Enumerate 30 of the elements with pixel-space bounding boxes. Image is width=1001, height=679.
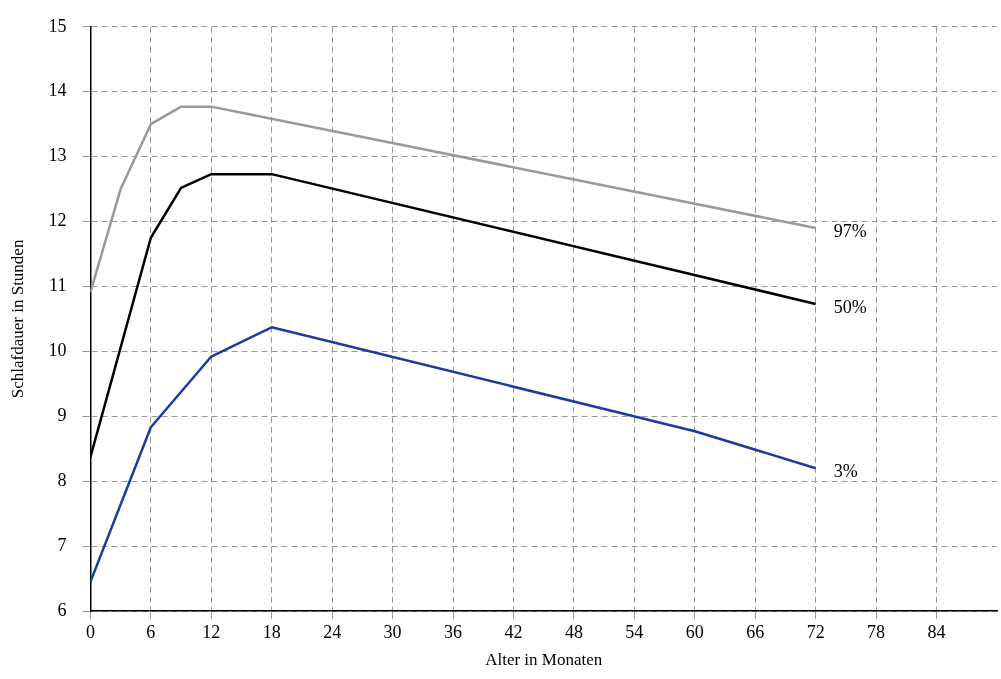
y-tick-label: 6 — [57, 599, 67, 620]
x-tick-label: 30 — [383, 621, 402, 642]
y-tick-label: 11 — [49, 275, 67, 296]
y-tick-label: 7 — [57, 534, 67, 555]
x-tick-label: 0 — [85, 621, 95, 642]
y-tick-label: 14 — [48, 80, 67, 101]
x-tick-label: 72 — [806, 621, 825, 642]
x-tick-label: 18 — [262, 621, 281, 642]
y-tick-label: 12 — [48, 210, 67, 231]
x-tick-label: 42 — [504, 621, 523, 642]
x-tick-label: 78 — [867, 621, 886, 642]
series-label: 50% — [833, 296, 867, 317]
x-tick-label: 48 — [564, 621, 583, 642]
x-tick-label: 6 — [146, 621, 156, 642]
x-tick-label: 84 — [927, 621, 946, 642]
y-tick-label: 13 — [48, 145, 67, 166]
y-tick-label: 10 — [48, 340, 67, 361]
series-label: 97% — [833, 220, 867, 241]
x-tick-label: 24 — [323, 621, 342, 642]
x-tick-label: 60 — [685, 621, 704, 642]
x-tick-label: 54 — [625, 621, 644, 642]
y-tick-label: 8 — [57, 469, 67, 490]
y-tick-label: 15 — [48, 15, 67, 36]
x-tick-label: 66 — [746, 621, 765, 642]
series-label: 3% — [833, 460, 858, 481]
x-tick-label: 12 — [202, 621, 221, 642]
y-tick-label: 9 — [57, 405, 67, 425]
x-axis-title: Alter in Monaten — [485, 650, 603, 670]
x-tick-label: 36 — [444, 621, 463, 642]
y-axis-title: Schlafdauer in Stunden — [7, 239, 27, 399]
